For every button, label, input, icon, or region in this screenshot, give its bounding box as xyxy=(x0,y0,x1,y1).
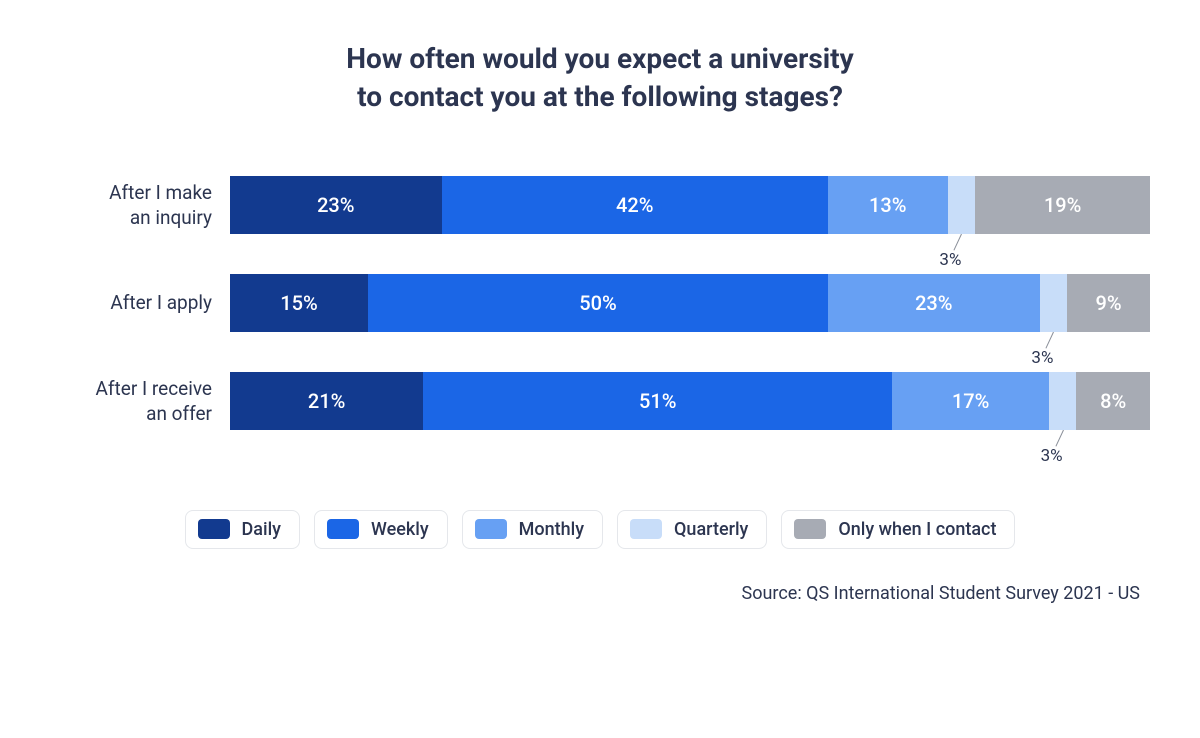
stacked-bar: 23% 42% 13% 19% xyxy=(230,176,1150,234)
segment-value: 19% xyxy=(1044,193,1081,217)
legend-label: Weekly xyxy=(371,519,429,540)
bar-segment-quarterly xyxy=(1040,274,1068,332)
chart-area: After I makean inquiry 3% 23% 42% 13% 19% Afte… xyxy=(60,176,1150,430)
segment-value: 9% xyxy=(1096,291,1122,315)
bar-segment-weekly: 42% xyxy=(442,176,828,234)
segment-value: 8% xyxy=(1100,389,1126,413)
bar-segment-weekly: 50% xyxy=(368,274,828,332)
legend-item-quarterly: Quarterly xyxy=(617,510,767,549)
stacked-bar: 21% 51% 17% 8% xyxy=(230,372,1150,430)
row-label-line: After I make xyxy=(109,181,212,204)
row-label: After I apply xyxy=(60,274,230,316)
legend-item-weekly: Weekly xyxy=(314,510,448,549)
callout-line xyxy=(954,233,963,250)
legend-swatch xyxy=(794,519,826,539)
bar-row: After I makean inquiry3%23%42%13%19% xyxy=(60,176,1150,234)
callout-line xyxy=(1046,331,1055,348)
bar-segment-monthly: 23% xyxy=(828,274,1040,332)
bar-wrap: 3%23%42%13%19% xyxy=(230,176,1150,234)
segment-value: 17% xyxy=(952,389,989,413)
callout-value: 3% xyxy=(1041,446,1063,466)
bar-segment-daily: 15% xyxy=(230,274,368,332)
segment-value: 42% xyxy=(616,193,653,217)
chart-title-line1: How often would you expect a university xyxy=(346,42,853,75)
segment-value: 51% xyxy=(639,389,676,413)
bar-segment-only: 9% xyxy=(1067,274,1150,332)
bar-wrap: 3%21%51%17%8% xyxy=(230,372,1150,430)
segment-value: 23% xyxy=(317,193,354,217)
bar-segment-daily: 23% xyxy=(230,176,442,234)
callout-value: 3% xyxy=(939,250,961,270)
bar-segment-daily: 21% xyxy=(230,372,423,430)
legend-label: Monthly xyxy=(519,519,584,540)
row-label: After I makean inquiry xyxy=(60,176,230,231)
legend-item-daily: Daily xyxy=(185,510,300,549)
legend-swatch xyxy=(475,519,507,539)
chart-title: How often would you expect a university … xyxy=(50,40,1150,116)
chart-legend: Daily Weekly Monthly Quarterly Only when I c… xyxy=(50,510,1150,549)
legend-label: Daily xyxy=(242,519,281,540)
bar-segment-quarterly xyxy=(1049,372,1077,430)
bar-segment-monthly: 17% xyxy=(892,372,1048,430)
bar-segment-only: 8% xyxy=(1076,372,1150,430)
row-label: After I receivean offer xyxy=(60,372,230,427)
stacked-bar: 15% 50% 23% 9% xyxy=(230,274,1150,332)
segment-value: 50% xyxy=(579,291,616,315)
row-label-line: an inquiry xyxy=(130,206,212,229)
row-label-line: an offer xyxy=(146,402,212,425)
chart-title-line2: to contact you at the following stages? xyxy=(357,80,843,113)
row-label-line: After I apply xyxy=(110,291,212,314)
row-label-line: After I receive xyxy=(96,377,212,400)
chart-source: Source: QS International Student Survey … xyxy=(50,583,1150,604)
legend-swatch xyxy=(327,519,359,539)
bar-segment-only: 19% xyxy=(975,176,1150,234)
segment-value: 23% xyxy=(915,291,952,315)
legend-label: Only when I contact xyxy=(838,519,996,540)
callout-line xyxy=(1055,429,1064,446)
bar-wrap: 3%15%50%23%9% xyxy=(230,274,1150,332)
legend-swatch xyxy=(630,519,662,539)
segment-value: 13% xyxy=(869,193,906,217)
legend-swatch xyxy=(198,519,230,539)
legend-label: Quarterly xyxy=(674,519,748,540)
bar-segment-weekly: 51% xyxy=(423,372,892,430)
bar-row: After I receivean offer3%21%51%17%8% xyxy=(60,372,1150,430)
callout-value: 3% xyxy=(1031,348,1053,368)
legend-item-monthly: Monthly xyxy=(462,510,603,549)
legend-item-only: Only when I contact xyxy=(781,510,1015,549)
bar-row: After I apply3%15%50%23%9% xyxy=(60,274,1150,332)
bar-segment-monthly: 13% xyxy=(828,176,948,234)
segment-value: 21% xyxy=(308,389,345,413)
bar-segment-quarterly xyxy=(948,176,976,234)
chart-container: How often would you expect a university … xyxy=(0,0,1200,738)
segment-value: 15% xyxy=(280,291,317,315)
